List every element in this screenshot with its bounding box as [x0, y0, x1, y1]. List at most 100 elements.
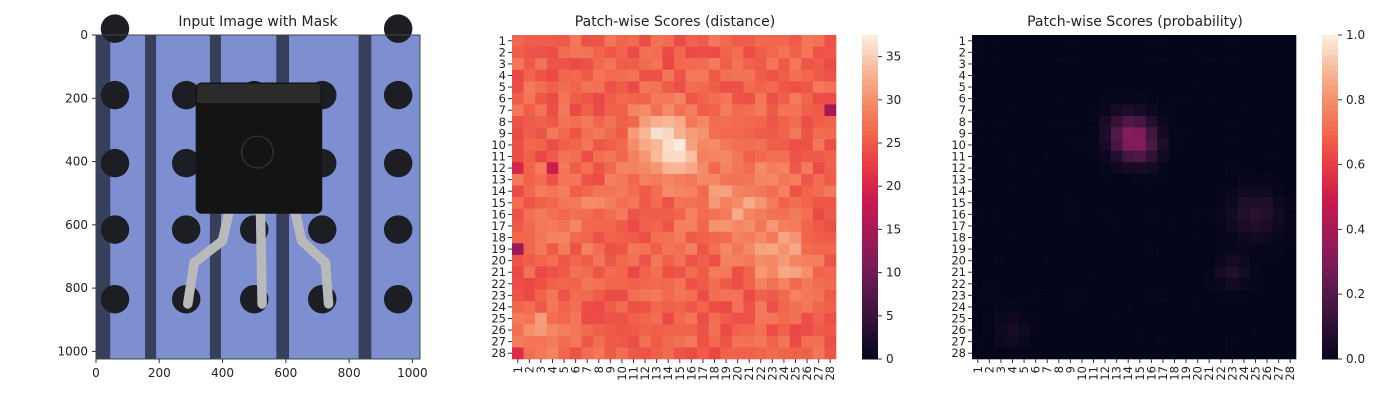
- x-tick-label: 8: [592, 366, 606, 373]
- heatmap-cell: [743, 347, 756, 360]
- heatmap-cell: [1180, 266, 1193, 279]
- heatmap-cell: [983, 185, 996, 198]
- heatmap-cell: [983, 231, 996, 244]
- heatmap-cell: [1249, 150, 1262, 163]
- heatmap-cell: [731, 220, 744, 233]
- heatmap-cell: [558, 208, 571, 221]
- heatmap-cell: [1053, 127, 1065, 140]
- heatmap-cell: [1180, 208, 1193, 221]
- colorbar-segment: [862, 207, 878, 213]
- heatmap-cell: [581, 278, 594, 290]
- colorbar-segment: [1322, 161, 1338, 168]
- heatmap-cell: [535, 278, 548, 290]
- heatmap-cell: [1261, 243, 1274, 256]
- heatmap-cell: [523, 312, 536, 325]
- heatmap-cell: [789, 162, 802, 175]
- heatmap-cell: [1284, 127, 1297, 140]
- heatmap-cell: [627, 347, 640, 360]
- heatmap-cell: [558, 266, 571, 279]
- heatmap-cell: [558, 301, 571, 314]
- heatmap-cell: [1145, 289, 1158, 302]
- heatmap-cell: [743, 116, 756, 128]
- heatmap-cell: [1041, 231, 1054, 244]
- heatmap-cell: [708, 81, 721, 94]
- heatmap-cell: [1087, 139, 1100, 152]
- heatmap-cell: [983, 289, 996, 302]
- heatmap-cell: [1145, 35, 1158, 47]
- heatmap-cell: [685, 162, 698, 175]
- heatmap-cell: [674, 335, 686, 348]
- heatmap-cell: [685, 116, 698, 128]
- y-tick-label: 3: [499, 57, 506, 71]
- heatmap-cell: [1064, 312, 1077, 325]
- heatmap-cell: [1145, 347, 1158, 360]
- heatmap-cell: [627, 35, 640, 47]
- heatmap-cell: [1041, 220, 1054, 233]
- colorbar-segment: [862, 116, 878, 122]
- heatmap-cell: [1157, 150, 1170, 163]
- heatmap-cell: [1249, 81, 1262, 94]
- heatmap-cell: [685, 150, 698, 163]
- heatmap-cell: [697, 220, 710, 233]
- heatmap-cell: [1272, 116, 1285, 128]
- heatmap-cell: [558, 162, 571, 175]
- heatmap-cell: [1110, 46, 1123, 59]
- heatmap-cell: [1272, 81, 1285, 94]
- heatmap-cell: [801, 312, 814, 325]
- heatmap-cell: [789, 173, 802, 186]
- heatmap-cell: [523, 347, 536, 360]
- colorbar-tick-label: 35: [886, 50, 901, 64]
- heatmap-cell: [972, 173, 984, 186]
- heatmap-cell: [546, 347, 559, 360]
- heatmap-cell: [685, 139, 698, 152]
- heatmap-cell: [1284, 243, 1297, 256]
- heatmap-cell: [604, 35, 617, 47]
- heatmap-cell: [569, 197, 582, 209]
- colorbar-segment: [1322, 60, 1338, 66]
- y-tick-label: 9: [959, 126, 966, 140]
- x-tick-label: 7: [1040, 366, 1054, 373]
- heatmap-cell: [1064, 139, 1077, 152]
- y-tick-label: 25: [951, 312, 966, 326]
- x-tick-label: 400: [211, 366, 234, 380]
- heatmap-cell: [546, 324, 559, 337]
- heatmap-cell: [697, 150, 710, 163]
- heatmap-cell: [708, 58, 721, 71]
- heatmap-cell: [1029, 173, 1042, 186]
- heatmap-cell: [766, 266, 779, 279]
- heatmap-cell: [995, 150, 1008, 163]
- heatmap-cell: [604, 335, 617, 348]
- heatmap-cell: [1226, 208, 1239, 221]
- heatmap-cell: [569, 220, 582, 233]
- heatmap-cell: [1284, 208, 1297, 221]
- x-tick-label: 600: [274, 366, 297, 380]
- colorbar-tick-label: 0.8: [1346, 93, 1365, 107]
- heatmap-cell: [720, 254, 733, 267]
- heatmap-cell: [616, 243, 629, 256]
- heatmap-cell: [1180, 347, 1193, 360]
- colorbar-segment: [1322, 338, 1338, 345]
- heatmap-cell: [604, 254, 617, 267]
- heatmap-cell: [1145, 220, 1158, 233]
- heatmap-cell: [720, 69, 733, 82]
- heatmap-cell: [604, 197, 617, 209]
- heatmap-cell: [972, 127, 984, 140]
- heatmap-cell: [1110, 58, 1123, 71]
- heatmap-cell: [766, 185, 779, 198]
- heatmap-cell: [731, 81, 744, 94]
- heatmap-cell: [1029, 335, 1042, 348]
- heatmap-cell: [616, 266, 629, 279]
- y-tick-label: 6: [499, 92, 506, 106]
- heatmap-cell: [1041, 335, 1054, 348]
- x-tick-label: 15: [1133, 366, 1147, 381]
- heatmap-cell: [1006, 127, 1019, 140]
- heatmap-cell: [512, 116, 524, 128]
- heatmap-cell: [1018, 266, 1031, 279]
- heatmap-cell: [1191, 185, 1204, 198]
- heatmap-cell: [627, 139, 640, 152]
- heatmap-cell: [1272, 335, 1285, 348]
- heatmap-cell: [512, 335, 524, 348]
- heatmap-cell: [546, 254, 559, 267]
- colorbar-segment: [862, 151, 878, 157]
- x-tick-label: 19: [719, 366, 733, 381]
